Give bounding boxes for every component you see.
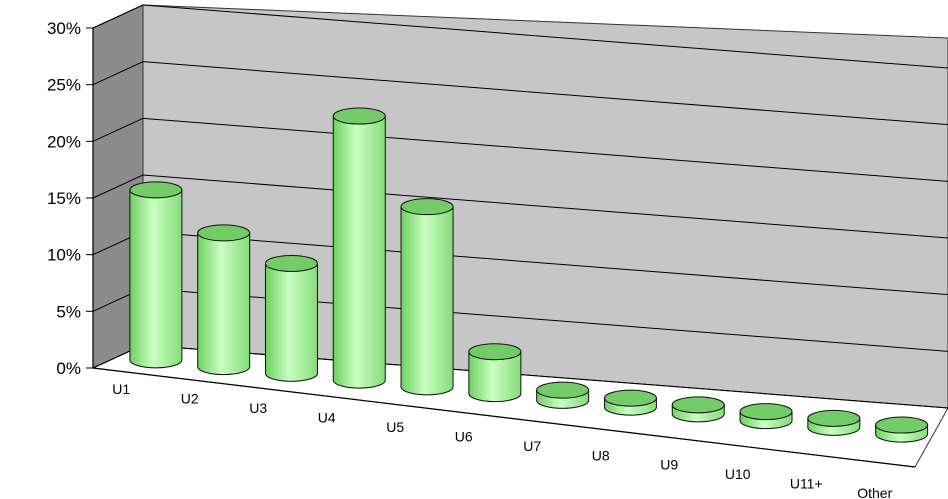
bar-u7 xyxy=(536,381,590,409)
gridline-side xyxy=(92,174,144,199)
x-tick-label: U9 xyxy=(660,457,678,473)
x-tick-label: U8 xyxy=(592,447,610,463)
bar-u5 xyxy=(400,198,454,396)
y-tick-label: 20% xyxy=(47,132,81,151)
bar-u10 xyxy=(739,403,793,430)
bar-top xyxy=(671,396,725,414)
bar-top xyxy=(603,389,657,407)
bar-body xyxy=(468,351,522,403)
x-tick-label: U2 xyxy=(181,391,199,407)
gridline-side xyxy=(92,4,144,29)
y-tick-label: 15% xyxy=(47,189,81,208)
y-tick-label: 5% xyxy=(56,302,81,321)
bar-top xyxy=(875,416,929,434)
gridline-back xyxy=(142,61,948,126)
bar-u9 xyxy=(671,396,725,423)
y-tick-label: 25% xyxy=(47,76,81,95)
x-tick-label: Other xyxy=(857,485,892,499)
y-tick-label: 10% xyxy=(47,246,81,265)
gridline-side xyxy=(92,117,144,142)
bars xyxy=(129,107,929,443)
bar-top xyxy=(332,107,386,125)
bar-top xyxy=(197,224,251,242)
bar-u6 xyxy=(468,343,522,403)
bar-top xyxy=(739,403,793,421)
bar-u8 xyxy=(603,389,657,416)
bar-top xyxy=(264,254,318,272)
x-axis-labels: U1 U2 U3 U4 U5 U6 U7 U8 U9 U10 U11+ Other xyxy=(112,381,892,499)
x-tick-label: U11+ xyxy=(790,476,823,492)
gridline-back xyxy=(142,231,948,296)
bar-body xyxy=(264,262,318,382)
x-tick-label: U10 xyxy=(725,466,751,482)
gridline-side xyxy=(92,61,144,86)
bar-top xyxy=(468,343,522,361)
y-tick-label: 0% xyxy=(56,359,81,378)
bar-top xyxy=(129,181,183,199)
x-tick-label: U1 xyxy=(112,381,130,397)
x-axis xyxy=(92,367,916,468)
x-tick-label: U6 xyxy=(455,428,473,444)
y-tick-label: 30% xyxy=(47,19,81,38)
x-tick-label: U7 xyxy=(523,438,541,454)
bar-u1 xyxy=(129,181,183,369)
bar-u11 xyxy=(807,409,861,436)
gridline-back xyxy=(142,174,948,239)
gridline-back xyxy=(142,117,948,182)
bar-u3 xyxy=(264,254,318,382)
x-tick-label: U5 xyxy=(386,419,404,435)
x-tick-label: U3 xyxy=(249,400,267,416)
bar-body xyxy=(400,206,454,396)
bar-body xyxy=(197,232,251,376)
y-axis-ticks: 0% 5% 10% 15% 20% 25% 30% xyxy=(47,19,93,378)
x-tick-label: U4 xyxy=(318,409,336,425)
bar-other xyxy=(875,416,929,443)
bar-u4 xyxy=(332,107,386,389)
bar-top xyxy=(400,198,454,216)
bar-top xyxy=(807,409,861,427)
gridline-back xyxy=(142,4,948,69)
bar-u2 xyxy=(197,224,251,376)
bar-body xyxy=(129,189,183,369)
bar-top xyxy=(536,381,590,399)
bar-body xyxy=(332,115,386,389)
